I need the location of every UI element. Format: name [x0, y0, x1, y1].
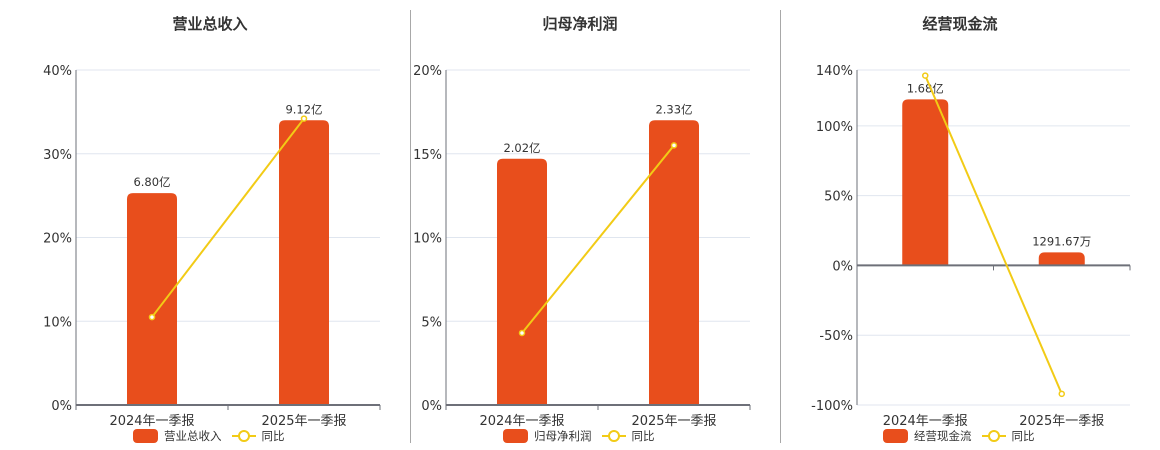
yoy-point[interactable]	[518, 329, 526, 337]
chart-legend: 经营现金流 同比	[883, 428, 1035, 444]
y-tick-label: 40%	[43, 64, 72, 79]
legend-bar-label[interactable]: 归母净利润	[534, 429, 592, 443]
legend-bar-label[interactable]: 经营现金流	[914, 429, 972, 443]
legend-bar-swatch[interactable]	[883, 429, 908, 443]
y-tick-label: 30%	[43, 148, 72, 163]
bar-value-label: 1291.67万	[1032, 234, 1091, 248]
x-category-label: 2024年一季报	[109, 414, 194, 429]
x-category-label: 2025年一季报	[261, 414, 346, 429]
y-tick-label: 20%	[413, 64, 442, 79]
legend-line-swatch-icon[interactable]	[981, 429, 1006, 443]
legend-line-swatch-icon[interactable]	[601, 429, 626, 443]
legend-line-swatch-icon[interactable]	[231, 429, 256, 443]
bar[interactable]	[902, 99, 949, 266]
chart-legend: 营业总收入 同比	[133, 428, 285, 444]
chart-panel-revenue: 营业总收入 0% 10% 20% 30% 40% 6.80亿 2024年一季报 9.12亿 20…	[0, 0, 410, 450]
bar-value-label: 6.80亿	[133, 175, 170, 189]
x-category-label: 2025年一季报	[1019, 414, 1104, 429]
y-tick-label: 0%	[421, 399, 442, 414]
y-tick-label: -50%	[819, 329, 853, 344]
y-tick-label: 15%	[413, 148, 442, 163]
y-tick-label: 10%	[43, 315, 72, 330]
chart-plot: 0% 10% 20% 30% 40% 6.80亿 2024年一季报 9.12亿 2025年一季报	[43, 64, 381, 429]
bar-value-label: 2.33亿	[655, 102, 692, 116]
y-tick-label: 50%	[824, 190, 853, 205]
bar-value-label: 1.68亿	[907, 81, 944, 95]
chart-title: 归母净利润	[542, 15, 618, 33]
y-tick-label: 0%	[832, 259, 853, 274]
legend-line-label[interactable]: 同比	[261, 429, 285, 443]
y-tick-label: 100%	[816, 120, 853, 135]
panel-divider	[410, 10, 411, 443]
chart-legend: 归母净利润 同比	[503, 428, 655, 444]
legend-bar-swatch[interactable]	[133, 429, 158, 443]
chart-title: 经营现金流	[922, 15, 998, 33]
yoy-line	[151, 117, 305, 318]
bar[interactable]	[127, 193, 177, 405]
y-tick-label: 5%	[421, 315, 442, 330]
yoy-line	[924, 75, 1063, 395]
x-category-label: 2024年一季报	[883, 414, 968, 429]
bar-value-label: 2.02亿	[503, 141, 540, 155]
y-tick-label: 20%	[43, 232, 72, 247]
chart-plot: 0% 5% 10% 15% 20% 2.02亿 2024年一季报 2.33亿 2025年一季报	[413, 64, 751, 429]
x-category-label: 2024年一季报	[479, 414, 564, 429]
bar[interactable]	[497, 158, 547, 405]
legend-line-label[interactable]: 同比	[631, 429, 655, 443]
legend-line-label[interactable]: 同比	[1011, 429, 1035, 443]
chart-title: 营业总收入	[172, 15, 248, 33]
y-tick-label: 0%	[51, 399, 72, 414]
y-tick-label: 140%	[816, 64, 853, 79]
yoy-point[interactable]	[148, 313, 156, 321]
yoy-point[interactable]	[1058, 390, 1065, 398]
y-tick-label: 10%	[413, 232, 442, 247]
bar[interactable]	[279, 120, 329, 405]
yoy-line	[521, 144, 675, 334]
legend-bar-label[interactable]: 营业总收入	[164, 429, 222, 443]
yoy-point[interactable]	[670, 142, 678, 149]
chart-panel-net-profit: 归母净利润 0% 5% 10% 15% 20% 2.02亿 2024年一季报 2.33亿 202…	[413, 15, 751, 444]
bar-value-label: 9.12亿	[285, 102, 322, 116]
bar[interactable]	[649, 120, 699, 405]
yoy-point[interactable]	[922, 72, 929, 79]
x-category-label: 2025年一季报	[631, 414, 716, 429]
y-tick-label: -100%	[811, 399, 853, 414]
bar[interactable]	[1038, 252, 1085, 266]
yoy-point[interactable]	[300, 115, 308, 122]
panel-divider	[780, 10, 781, 443]
legend-bar-swatch[interactable]	[503, 429, 528, 443]
